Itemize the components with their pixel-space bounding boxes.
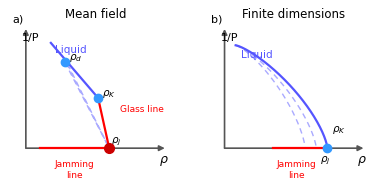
Text: Liquid: Liquid bbox=[55, 45, 87, 55]
Text: 1/P: 1/P bbox=[220, 33, 238, 43]
Title: Mean field: Mean field bbox=[65, 8, 126, 21]
Text: $\rho_j$: $\rho_j$ bbox=[321, 154, 331, 167]
Text: Jamming
line: Jamming line bbox=[277, 160, 317, 180]
Text: $\rho_K$: $\rho_K$ bbox=[102, 88, 116, 99]
Text: $\rho_K$: $\rho_K$ bbox=[332, 124, 345, 136]
Text: b): b) bbox=[211, 15, 223, 25]
Text: $\rho$: $\rho$ bbox=[357, 154, 367, 168]
Text: $\rho_d$: $\rho_d$ bbox=[69, 52, 82, 64]
Title: Finite dimensions: Finite dimensions bbox=[242, 8, 345, 21]
Text: 1/P: 1/P bbox=[22, 33, 39, 43]
Text: Glass line: Glass line bbox=[120, 105, 164, 114]
Text: Liquid: Liquid bbox=[241, 50, 273, 60]
Text: Jamming
line: Jamming line bbox=[54, 160, 94, 180]
Text: a): a) bbox=[13, 15, 24, 25]
Text: $\rho_j$: $\rho_j$ bbox=[111, 136, 121, 148]
Text: $\rho$: $\rho$ bbox=[158, 154, 168, 168]
